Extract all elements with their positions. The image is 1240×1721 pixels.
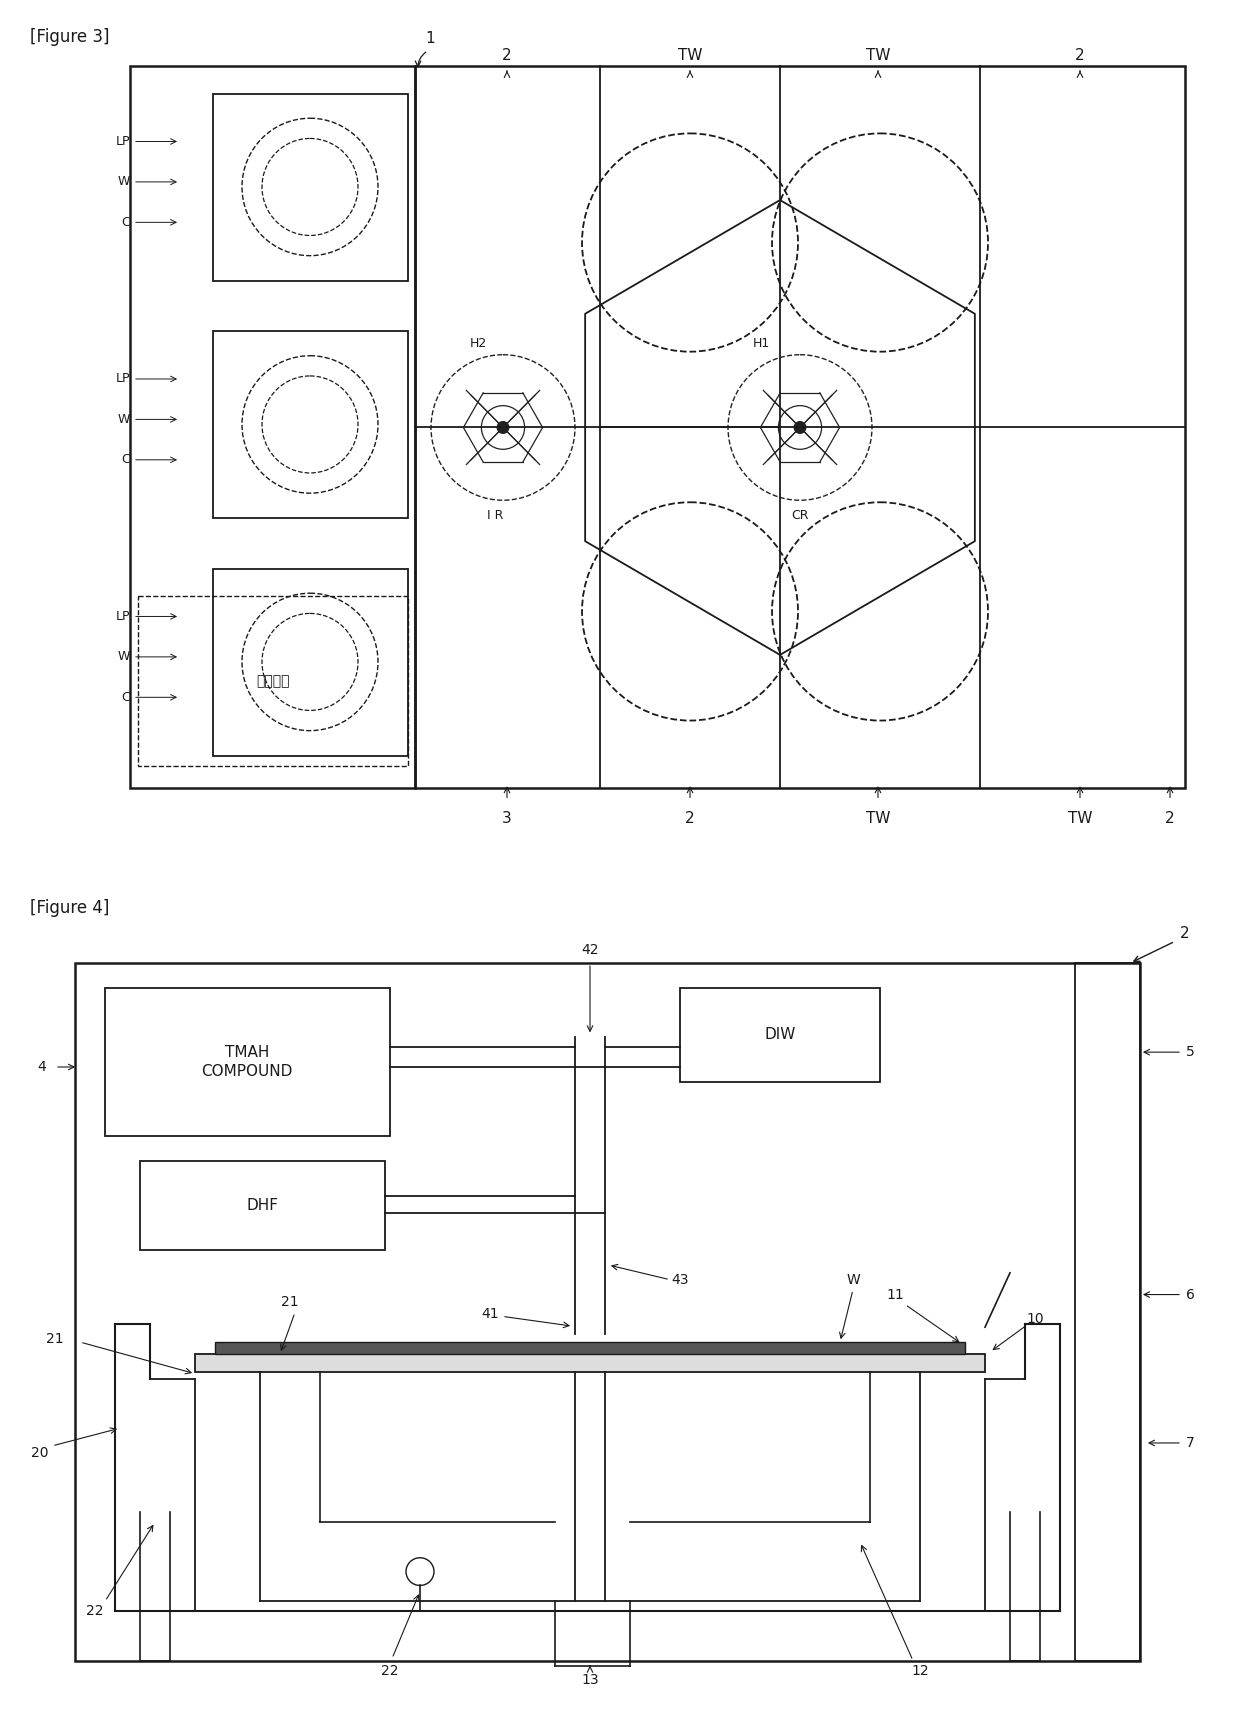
Text: 22: 22 [381,1664,399,1678]
Text: 1: 1 [425,31,435,46]
Text: C: C [122,215,130,229]
Text: 22: 22 [87,1604,104,1618]
Bar [213,332,408,518]
Text: TMAH
COMPOUND: TMAH COMPOUND [201,1045,293,1079]
Text: 制御装置: 制御装置 [257,675,290,688]
Text: 5: 5 [1185,1045,1194,1058]
Text: 41: 41 [481,1308,498,1322]
Text: 13: 13 [582,1673,599,1687]
Text: I R: I R [487,509,503,521]
Text: TW: TW [866,811,890,826]
Text: C: C [122,453,130,466]
Bar [213,95,408,281]
Text: 10: 10 [1027,1313,1044,1327]
Text: 6: 6 [1185,1287,1194,1301]
Bar [105,988,391,1136]
Bar [680,988,880,1083]
Circle shape [795,422,806,434]
Bar [74,964,1140,1661]
Text: 21: 21 [46,1332,63,1346]
Bar [1075,964,1140,1661]
Text: H2: H2 [470,337,487,349]
Text: DIW: DIW [764,1027,796,1041]
Text: LP: LP [115,134,130,148]
Text: 11: 11 [887,1287,904,1301]
Text: 12: 12 [911,1664,929,1678]
Bar [195,1354,985,1372]
Text: LP: LP [115,372,130,386]
Text: TW: TW [866,48,890,64]
Bar [215,1342,965,1354]
Text: W: W [118,176,130,188]
Text: 2: 2 [1180,926,1190,941]
Bar [213,570,408,756]
Text: W: W [118,413,130,425]
Bar [415,65,1185,788]
Text: DHF: DHF [246,1198,278,1213]
Text: TW: TW [678,48,702,64]
Text: CR: CR [791,509,808,521]
Text: 4: 4 [37,1060,46,1074]
Bar [130,65,415,788]
Circle shape [497,422,508,434]
Text: LP: LP [115,609,130,623]
Bar [140,1162,384,1249]
Text: [Figure 3]: [Figure 3] [30,28,109,46]
Text: 42: 42 [582,943,599,957]
Text: 20: 20 [31,1446,48,1459]
Text: W: W [846,1274,859,1287]
Text: [Figure 4]: [Figure 4] [30,898,109,917]
Text: 2: 2 [1075,48,1085,64]
Text: 2: 2 [1166,811,1174,826]
Text: 7: 7 [1185,1435,1194,1451]
Bar [138,595,408,766]
Text: H1: H1 [753,337,770,349]
Text: 3: 3 [502,811,512,826]
Text: 43: 43 [671,1274,688,1287]
Text: 2: 2 [686,811,694,826]
Text: C: C [122,690,130,704]
Text: 21: 21 [281,1296,299,1310]
Text: 2: 2 [502,48,512,64]
Text: TW: TW [1068,811,1092,826]
Text: W: W [118,651,130,663]
